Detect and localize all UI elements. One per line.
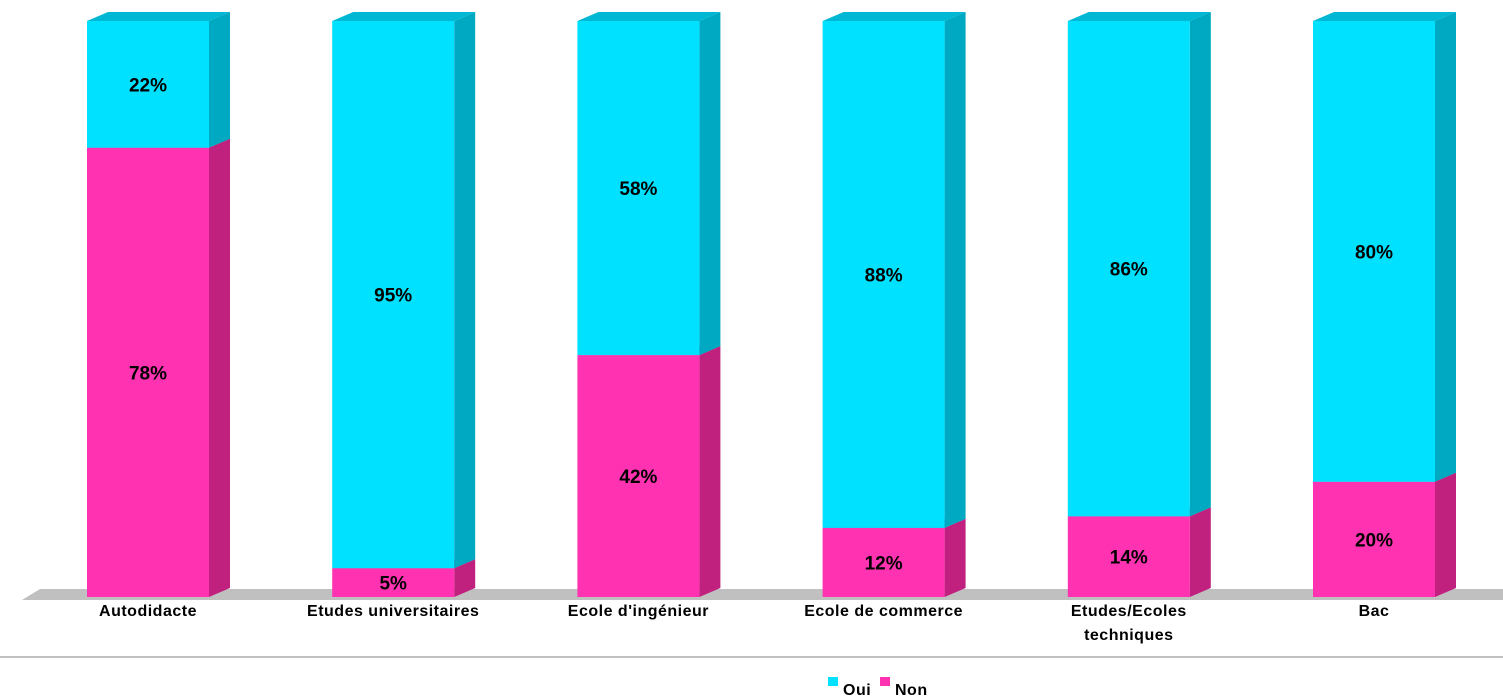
- bar-side-oui-ecole-d-ing-nieur: [699, 12, 721, 356]
- bar-top-oui-autodidacte: [87, 12, 230, 21]
- legend-label-non: Non: [895, 682, 928, 699]
- data-label-oui-ecole-de-commerce: 88%: [865, 265, 903, 286]
- bar-non-ecole-de-commerce: [822, 527, 945, 597]
- bar-side-oui-etudes-ecoles-techniques: [1189, 12, 1211, 517]
- bar-side-oui-autodidacte: [209, 12, 230, 148]
- category-label-etudes-ecoles-techniques-1: techniques: [1084, 627, 1173, 644]
- data-label-non-ecole-d-ing-nieur: 42%: [619, 467, 657, 488]
- bar-oui-autodidacte: [87, 21, 209, 148]
- bar-non-etudes-ecoles-techniques: [1067, 516, 1190, 597]
- bar-side-non-autodidacte: [209, 138, 230, 597]
- bar-top-oui-ecole-d-ing-nieur: [577, 12, 721, 21]
- data-label-oui-etudes-universitaires: 95%: [374, 286, 412, 307]
- bar-oui-etudes-ecoles-techniques: [1067, 21, 1190, 517]
- bar-side-oui-bac: [1435, 12, 1456, 482]
- bar-non-etudes-universitaires: [332, 568, 455, 597]
- category-labels: Autodidacte Etudes universitaires Ecole d'…: [99, 603, 1389, 644]
- bar-side-non-etudes-ecoles-techniques: [1189, 507, 1211, 597]
- legend-label-oui: Oui: [843, 682, 871, 699]
- bar-side-oui-etudes-universitaires: [454, 12, 476, 569]
- chart-floor: [22, 589, 1503, 600]
- category-label-autodidacte-0: Autodidacte: [99, 603, 197, 620]
- data-label-oui-bac: 80%: [1355, 242, 1393, 263]
- data-label-non-etudes-ecoles-techniques: 14%: [1110, 548, 1148, 569]
- bar-top-oui-etudes-ecoles-techniques: [1067, 12, 1211, 21]
- data-label-oui-etudes-ecoles-techniques: 86%: [1110, 260, 1148, 281]
- bar-top-oui-ecole-de-commerce: [822, 12, 966, 21]
- bar-oui-bac: [1313, 21, 1435, 482]
- legend-swatch-non: [880, 677, 890, 686]
- bar-side-non-ecole-de-commerce: [944, 518, 966, 597]
- bar-non-ecole-d-ing-nieur: [577, 355, 700, 597]
- category-label-bac-0: Bac: [1359, 603, 1390, 620]
- bar-side-non-bac: [1435, 472, 1456, 597]
- bar-side-oui-ecole-de-commerce: [944, 12, 966, 528]
- bars-group: 78% 22% 5% 95% 42% 58% 12% 88% 14% 86% 20% 80%: [87, 12, 1456, 597]
- category-label-ecole-de-commerce-0: Ecole de commerce: [804, 603, 963, 620]
- data-label-non-ecole-de-commerce: 12%: [865, 553, 903, 574]
- legend-swatch-oui: [828, 677, 838, 686]
- bar-top-oui-bac: [1313, 12, 1456, 21]
- bar-non-autodidacte: [87, 147, 209, 597]
- category-label-etudes-ecoles-techniques-0: Etudes/Ecoles: [1071, 603, 1187, 620]
- data-label-non-bac: 20%: [1355, 530, 1393, 551]
- bar-oui-ecole-de-commerce: [822, 21, 945, 528]
- data-label-oui-ecole-d-ing-nieur: 58%: [619, 179, 657, 200]
- bar-top-oui-etudes-universitaires: [332, 12, 476, 21]
- bar-oui-etudes-universitaires: [332, 21, 455, 569]
- category-label-ecole-d-ing-nieur-0: Ecole d'ingénieur: [568, 603, 709, 620]
- data-label-non-etudes-universitaires: 5%: [379, 574, 407, 595]
- bar-side-non-ecole-d-ing-nieur: [699, 346, 721, 597]
- legend: Oui Non: [828, 677, 928, 699]
- bar-non-bac: [1313, 481, 1435, 597]
- bar-side-non-etudes-universitaires: [454, 559, 476, 597]
- category-label-etudes-universitaires-0: Etudes universitaires: [307, 603, 479, 620]
- data-label-non-autodidacte: 78%: [129, 363, 167, 384]
- data-label-oui-autodidacte: 22%: [129, 75, 167, 96]
- bar-oui-ecole-d-ing-nieur: [577, 21, 700, 356]
